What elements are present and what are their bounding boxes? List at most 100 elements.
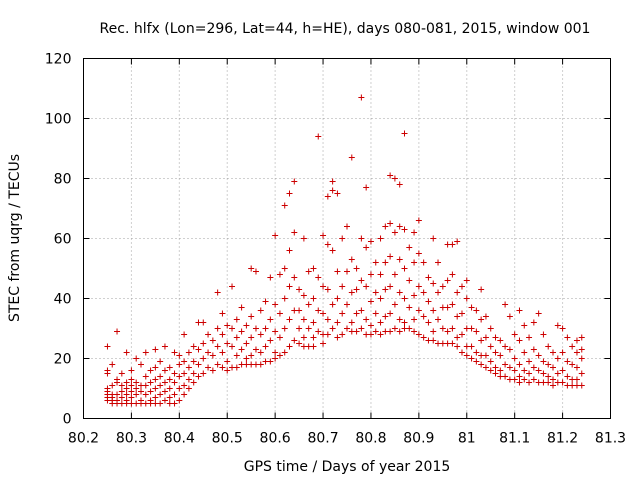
data-point [454, 289, 461, 296]
data-point [181, 358, 188, 365]
data-point [320, 283, 327, 290]
data-point [516, 337, 523, 344]
data-point [348, 154, 355, 161]
data-point [502, 301, 509, 308]
data-point [224, 322, 231, 329]
data-point [387, 283, 394, 290]
data-point [329, 178, 336, 185]
data-point [396, 316, 403, 323]
data-point [224, 367, 231, 374]
data-point [171, 391, 178, 398]
data-point [497, 367, 504, 374]
data-point [411, 292, 418, 299]
data-point [267, 358, 274, 365]
data-point [334, 319, 341, 326]
data-point [454, 313, 461, 320]
data-point [463, 352, 470, 359]
data-point [315, 274, 322, 281]
data-point [425, 298, 432, 305]
data-point [573, 364, 580, 371]
data-point [482, 364, 489, 371]
data-point [123, 391, 130, 398]
data-point [300, 334, 307, 341]
data-point [411, 229, 418, 236]
y-axis-label: STEC from uqrg / TECUs [7, 154, 23, 322]
data-point [329, 325, 336, 332]
data-point [185, 349, 192, 356]
data-point [478, 337, 485, 344]
x-tick-label: 80.7 [307, 431, 338, 447]
data-point [458, 310, 465, 317]
data-point [176, 373, 183, 380]
x-tick-label: 80.8 [355, 431, 386, 447]
data-point [444, 277, 451, 284]
data-point [171, 400, 178, 407]
data-point [133, 355, 140, 362]
data-point [195, 361, 202, 368]
data-point [214, 343, 221, 350]
data-point [396, 289, 403, 296]
data-point [473, 307, 480, 314]
data-point [310, 334, 317, 341]
data-point [243, 322, 250, 329]
data-point [435, 259, 442, 266]
data-point [420, 259, 427, 266]
x-tick-label: 80.4 [164, 431, 195, 447]
data-point [248, 334, 255, 341]
data-point [123, 379, 130, 386]
data-point [128, 367, 135, 374]
data-point [353, 265, 360, 272]
data-point [550, 376, 557, 383]
data-point [358, 277, 365, 284]
data-point [300, 316, 307, 323]
data-point [305, 301, 312, 308]
x-tick-labels: 80.2 80.3 80.4 80.5 80.6 80.7 80.8 80.9 81 81.1 81… [68, 431, 626, 447]
data-point [171, 370, 178, 377]
data-point [449, 241, 456, 248]
data-point [252, 325, 259, 332]
data-point [147, 367, 154, 374]
data-point [559, 349, 566, 356]
data-point [439, 283, 446, 290]
data-point [181, 331, 188, 338]
data-point [363, 283, 370, 290]
data-point [478, 286, 485, 293]
data-point [281, 295, 288, 302]
x-axis-label: GPS time / Days of year 2015 [244, 459, 451, 475]
data-point [430, 337, 437, 344]
data-point [367, 322, 374, 329]
data-point [502, 361, 509, 368]
data-point [487, 343, 494, 350]
data-point [233, 364, 240, 371]
data-point [262, 325, 269, 332]
data-point [205, 349, 212, 356]
data-point [401, 319, 408, 326]
data-point [310, 265, 317, 272]
data-point [219, 310, 226, 317]
data-point [550, 364, 557, 371]
data-point [248, 352, 255, 359]
data-point [334, 190, 341, 197]
data-point [511, 355, 518, 362]
data-point [142, 382, 149, 389]
data-point [348, 289, 355, 296]
data-point [310, 319, 317, 326]
data-point [578, 346, 585, 353]
data-point [569, 361, 576, 368]
data-point [104, 343, 111, 350]
data-point [137, 361, 144, 368]
data-point [497, 337, 504, 344]
data-point [473, 358, 480, 365]
data-point [114, 391, 121, 398]
data-point [435, 316, 442, 323]
x-tick-label: 81 [458, 431, 476, 447]
data-point [382, 259, 389, 266]
data-point [363, 316, 370, 323]
data-point [252, 346, 259, 353]
data-point [497, 352, 504, 359]
data-point [109, 382, 116, 389]
data-point [454, 238, 461, 245]
data-point [554, 370, 561, 377]
data-point [200, 319, 207, 326]
